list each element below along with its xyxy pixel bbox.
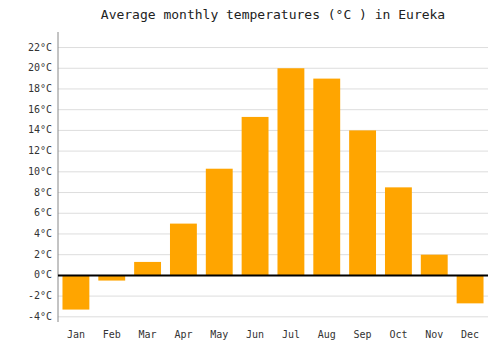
y-tick-label: 18°C [28,83,52,94]
y-tick-label: 16°C [28,104,52,115]
x-tick-label: Apr [174,329,192,340]
y-tick-label: 20°C [28,62,52,73]
y-tick-label: 14°C [28,124,52,135]
y-tick-label: 4°C [34,228,52,239]
y-tick-label: 6°C [34,207,52,218]
x-tick-label: Mar [139,329,157,340]
chart-container: -4°C -2°C 0°C 2°C 4°C 6°C 8°C 10°C 12°C 14°C 16°C 1… [0,0,500,350]
y-axis-line [58,32,59,322]
grid-line [58,47,488,48]
grid-line [58,151,488,152]
y-tick-label: 10°C [28,166,52,177]
grid [58,48,488,317]
y-tick-label: 12°C [28,145,52,156]
bar [385,187,412,275]
x-tick-label: Feb [103,329,121,340]
bar [134,262,161,275]
x-tick-label: May [210,329,228,340]
y-tick-label: 2°C [34,249,52,260]
grid-line [58,88,488,89]
grid-line [58,213,488,214]
grid-line [58,192,488,193]
bar [421,255,448,276]
grid-line [58,68,488,69]
bar [349,130,376,275]
bar [277,68,304,275]
y-ticks: -4°C -2°C 0°C 2°C 4°C 6°C 8°C 10°C 12°C 14°C 16°C 1… [28,42,52,322]
x-tick-label: Nov [425,329,443,340]
bar [170,224,197,276]
x-tick-label: Aug [318,329,336,340]
bar [242,117,269,275]
grid-line [58,316,488,317]
grid-line [58,130,488,131]
bar [457,275,484,303]
y-tick-label: -4°C [28,311,52,322]
y-tick-label: 0°C [34,269,52,280]
x-tick-label: Jun [246,329,264,340]
bar [313,79,340,276]
x-tick-label: Oct [389,329,407,340]
grid-line [58,109,488,110]
x-tick-label: Jul [282,329,300,340]
y-tick-label: 8°C [34,187,52,198]
grid-line [58,296,488,297]
bars [62,68,483,309]
grid-line [58,171,488,172]
bar [206,169,233,276]
grid-line [58,275,488,276]
grid-line [58,233,488,234]
title: Average monthly temperatures (°C ) in Eu… [101,7,445,22]
x-ticks: Jan Feb Mar Apr May Jun Jul Aug Sep Oct Nov Dec [67,329,479,340]
y-tick-label: 22°C [28,42,52,53]
y-tick-label: -2°C [28,290,52,301]
chart-svg: -4°C -2°C 0°C 2°C 4°C 6°C 8°C 10°C 12°C 14°C 16°C 1… [0,0,500,350]
x-tick-label: Dec [461,329,479,340]
x-tick-label: Sep [354,329,372,340]
x-tick-label: Jan [67,329,85,340]
zero-line [58,274,488,276]
bar [62,275,89,309]
